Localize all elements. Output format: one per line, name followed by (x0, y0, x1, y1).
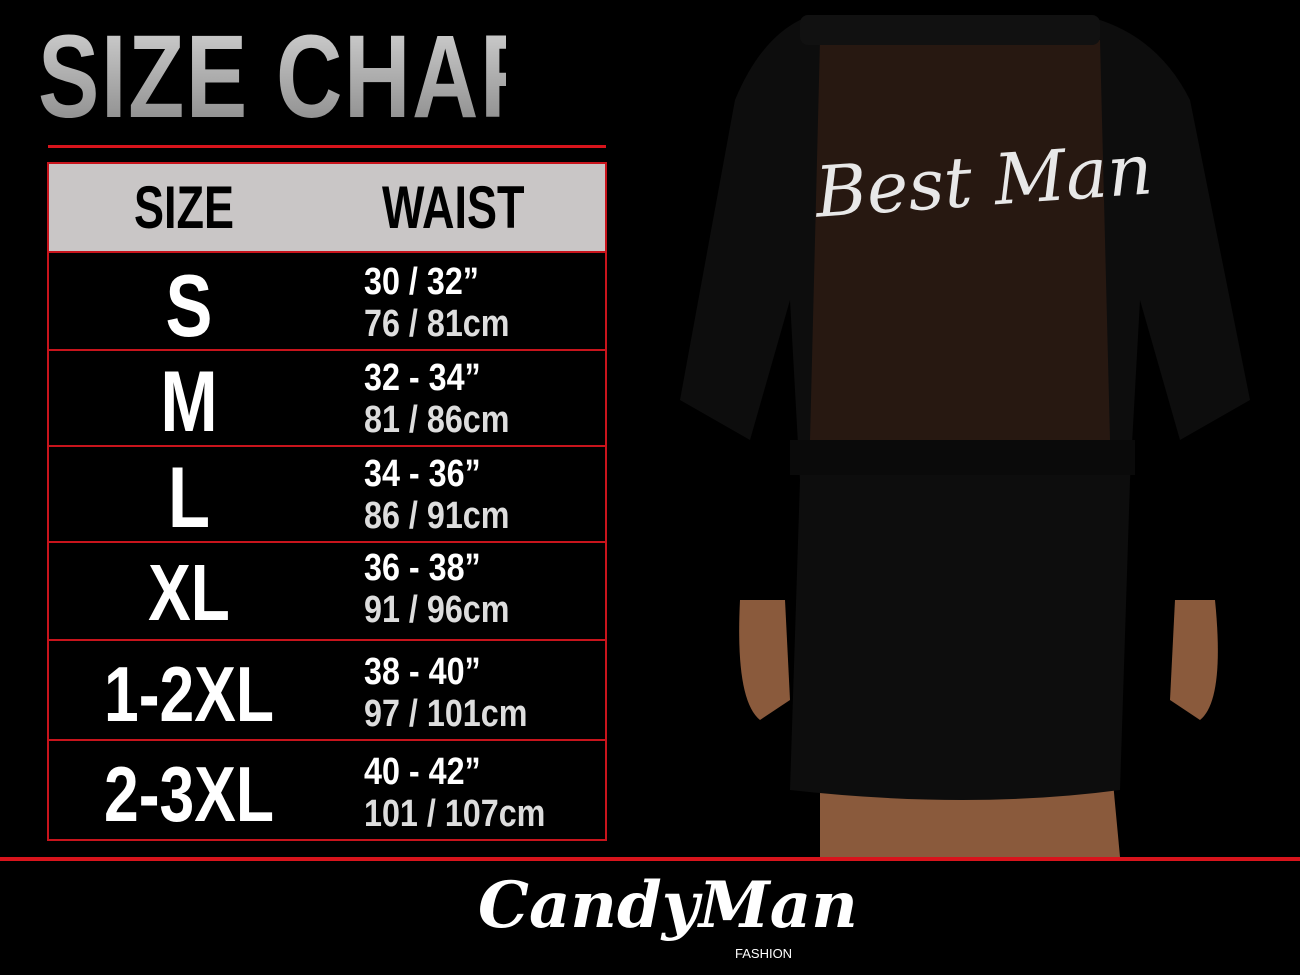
size-table: SIZE WAIST S 30 / 32” 76 / 81cm M 32 - 34… (47, 162, 607, 841)
belt (790, 440, 1135, 475)
brand-logo: CandyMan (478, 868, 858, 943)
table-row: S 30 / 32” 76 / 81cm (49, 253, 605, 355)
waist-cm: 81 / 86cm (364, 399, 510, 441)
size-label: M (160, 354, 218, 450)
waist-inches: 34 - 36” (364, 453, 481, 495)
header-waist: WAIST (382, 174, 525, 241)
table-row: 2-3XL 40 - 42” 101 / 107cm (49, 741, 605, 839)
waist-cm: 86 / 91cm (364, 495, 510, 537)
waist-cm: 97 / 101cm (364, 693, 528, 735)
table-row: XL 36 - 38” 91 / 96cm (49, 543, 605, 641)
waist-inches: 30 / 32” (364, 261, 479, 303)
waist-inches: 38 - 40” (364, 651, 481, 693)
waist-inches: 40 - 42” (364, 751, 481, 793)
brand-logo-sub: FASHION (735, 946, 793, 961)
waist-cm: 91 / 96cm (364, 589, 510, 631)
product-photo (680, 15, 1250, 857)
size-label: XL (148, 548, 230, 637)
table-header: SIZE WAIST (49, 164, 605, 253)
size-label: 2-3XL (104, 750, 274, 838)
page-title: SIZE CHART (38, 11, 606, 143)
size-label: L (167, 450, 211, 546)
footer-divider (0, 857, 1300, 861)
table-row: 1-2XL 38 - 40” 97 / 101cm (49, 641, 605, 741)
collar (800, 15, 1100, 45)
table-row: L 34 - 36” 86 / 91cm (49, 447, 605, 546)
waist-cm: 101 / 107cm (364, 793, 546, 835)
size-label: S (165, 256, 213, 355)
waist-inches: 32 - 34” (364, 357, 481, 399)
table-row: M 32 - 34” 81 / 86cm (49, 351, 605, 450)
waist-inches: 36 - 38” (364, 547, 481, 589)
title-divider (48, 145, 606, 148)
mesh-panel (810, 40, 1110, 440)
waist-cm: 76 / 81cm (364, 303, 510, 345)
right-arm (1170, 600, 1218, 720)
header-size: SIZE (134, 174, 235, 241)
left-arm (739, 600, 790, 720)
size-label: 1-2XL (104, 650, 274, 738)
